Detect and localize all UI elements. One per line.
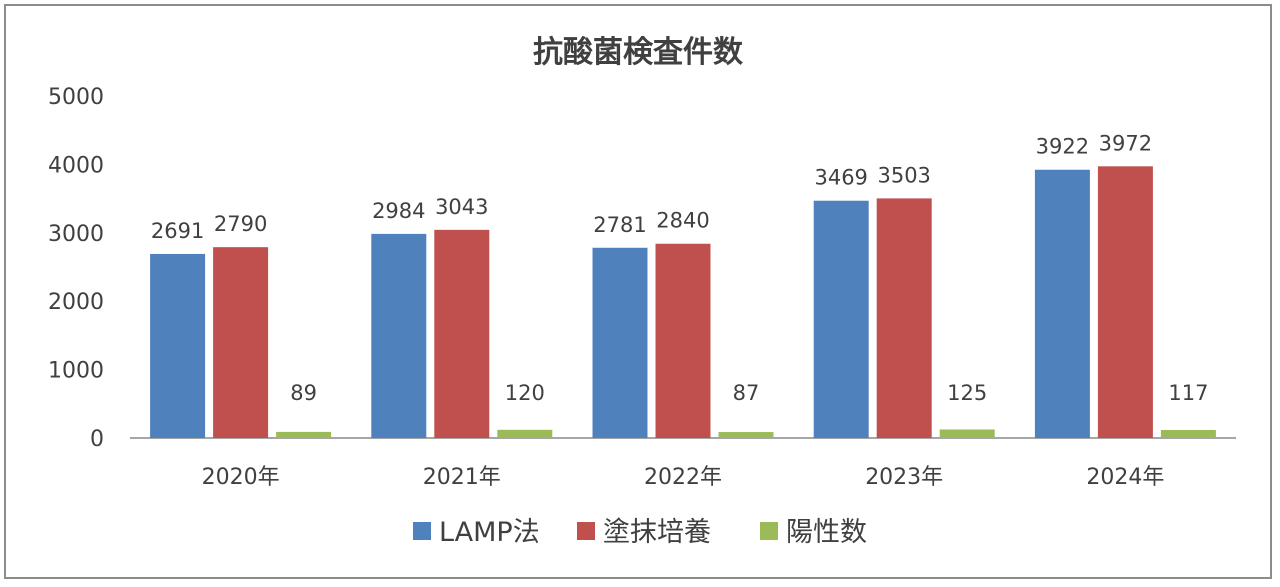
bar-1-1 — [150, 253, 206, 438]
bar-1-4 — [813, 200, 869, 438]
data-label: 3503 — [877, 163, 930, 187]
data-label: 120 — [505, 381, 545, 405]
bar-3-2 — [497, 429, 553, 438]
data-label: 3972 — [1099, 131, 1152, 155]
x-category-label: 2024年 — [1086, 465, 1164, 490]
y-tick-label: 3000 — [48, 222, 104, 247]
data-label: 2984 — [372, 199, 425, 223]
bar-3-5 — [1160, 429, 1216, 438]
legend-swatch-1 — [413, 522, 431, 540]
legend-label-3: 陽性数 — [786, 517, 867, 548]
y-tick-label: 4000 — [48, 153, 104, 178]
data-label: 3043 — [435, 195, 488, 219]
y-axis-ticks: 0 1000 2000 3000 4000 5000 — [48, 85, 104, 452]
data-label: 2840 — [656, 209, 709, 233]
data-label: 117 — [1168, 381, 1208, 405]
category-labels: 2020年 2021年 2022年 2023年 2024年 — [202, 465, 1165, 490]
data-label: 125 — [947, 381, 987, 405]
data-label: 3469 — [814, 166, 867, 190]
legend-swatch-2 — [577, 522, 595, 540]
data-label: 3922 — [1036, 135, 1089, 159]
legend-swatch-3 — [760, 522, 778, 540]
legend: LAMP法 塗抹培養 陽性数 — [413, 517, 867, 548]
y-tick-label: 2000 — [48, 290, 104, 315]
x-category-label: 2022年 — [644, 465, 722, 490]
legend-label-1: LAMP法 — [439, 517, 540, 548]
bar-3-1 — [276, 431, 332, 438]
bar-2-1 — [213, 247, 269, 438]
data-label: 2781 — [593, 213, 646, 237]
y-tick-label: 5000 — [48, 85, 104, 110]
x-category-label: 2020年 — [202, 465, 280, 490]
y-tick-label: 1000 — [48, 359, 104, 384]
chart-title: 抗酸菌検査件数 — [533, 35, 744, 70]
bars — [150, 166, 1216, 439]
bar-2-3 — [655, 243, 711, 438]
bar-1-5 — [1034, 169, 1090, 438]
bar-3-4 — [939, 429, 995, 438]
bar-1-3 — [592, 247, 648, 438]
data-label: 2691 — [151, 219, 204, 243]
legend-label-2: 塗抹培養 — [603, 517, 711, 548]
x-category-label: 2023年 — [865, 465, 943, 490]
data-label: 89 — [290, 381, 317, 405]
bar-2-2 — [434, 229, 490, 438]
bar-1-2 — [371, 233, 427, 438]
bar-2-5 — [1097, 166, 1153, 439]
data-label: 2790 — [214, 212, 267, 236]
data-label: 87 — [733, 381, 760, 405]
bar-3-3 — [718, 432, 774, 438]
value-labels: 2691 2790 89 2984 3043 120 2781 2840 87 3469 3503 1… — [151, 131, 1209, 405]
x-category-label: 2021年 — [423, 465, 501, 490]
y-tick-label: 0 — [90, 427, 104, 452]
bar-2-4 — [876, 198, 932, 438]
